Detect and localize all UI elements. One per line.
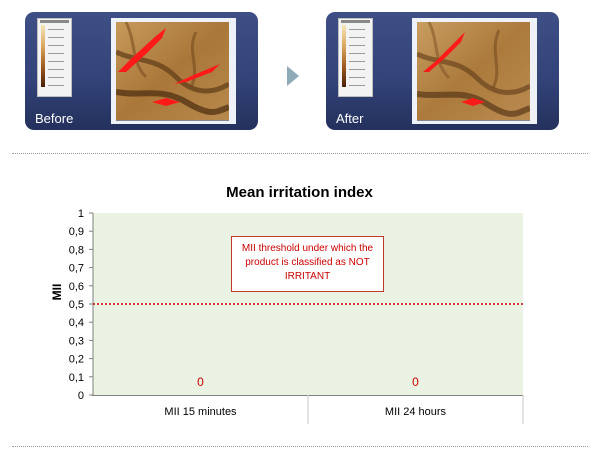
before-panel: Before xyxy=(25,12,258,130)
y-tick-label: 0,8 xyxy=(69,244,84,256)
y-tick-label: 0,4 xyxy=(69,317,84,329)
x-category-label: MII 24 hours xyxy=(385,406,447,418)
red-wrinkle-highlight xyxy=(461,98,485,106)
x-category-label: MII 15 minutes xyxy=(164,406,237,418)
color-scale-bar xyxy=(342,25,346,87)
y-tick-label: 0,2 xyxy=(69,354,84,366)
before-caption: Before xyxy=(35,111,74,126)
y-tick-label: 0 xyxy=(78,390,84,402)
skin-surface-image-before xyxy=(111,18,236,124)
divider-bottom xyxy=(12,446,588,447)
red-wrinkle-highlight xyxy=(152,98,180,106)
color-scale-bar xyxy=(41,25,45,87)
y-tick-label: 0,3 xyxy=(69,335,84,347)
bar-value-label: 0 xyxy=(412,375,419,389)
y-axis-label: MII xyxy=(50,284,64,301)
y-tick-label: 0,1 xyxy=(69,372,84,384)
chevron-right-icon xyxy=(287,66,299,86)
threshold-annotation: MII threshold under which the product is… xyxy=(231,236,384,292)
y-tick-label: 0,5 xyxy=(69,299,84,311)
after-panel: After xyxy=(326,12,559,130)
red-wrinkle-highlight xyxy=(174,64,220,84)
y-tick-label: 0,6 xyxy=(69,281,84,293)
divider-top xyxy=(12,153,588,154)
after-caption: After xyxy=(336,111,364,126)
chart-title: Mean irritation index xyxy=(226,184,373,201)
y-tick-label: 0,9 xyxy=(69,226,84,238)
skin-surface-image-after xyxy=(412,18,537,124)
bar-value-label: 0 xyxy=(197,375,204,389)
y-tick-label: 0,7 xyxy=(69,263,84,275)
y-tick-label: 1 xyxy=(78,208,84,220)
color-scale-legend xyxy=(37,18,72,97)
color-scale-legend xyxy=(338,18,373,97)
red-wrinkle-highlight xyxy=(118,28,166,72)
